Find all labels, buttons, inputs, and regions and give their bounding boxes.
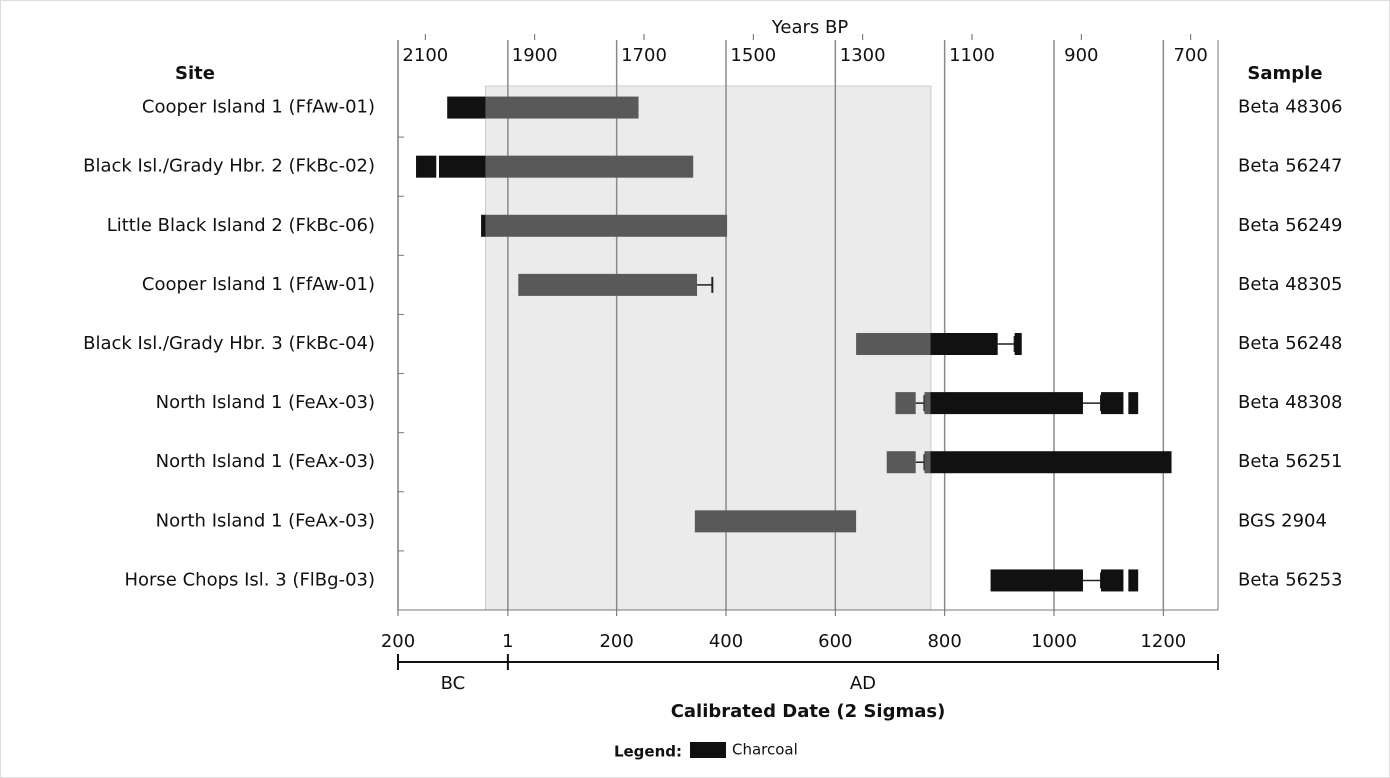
sample-label: Beta 56247: [1238, 156, 1343, 177]
site-label: Little Black Island 2 (FkBc-06): [107, 215, 375, 236]
legend-swatch: [690, 742, 726, 758]
sample-label: Beta 56251: [1238, 451, 1343, 472]
site-header: Site: [175, 63, 215, 84]
bar: [485, 96, 639, 119]
legend-title: Legend:: [614, 743, 682, 761]
x2-tick-label: 900: [1064, 45, 1098, 66]
charcoal-bar: [930, 451, 1172, 474]
x-title: Calibrated Date (2 Sigmas): [671, 701, 946, 722]
bar: [886, 451, 916, 474]
bar: [518, 273, 698, 296]
x-tick-label: 200: [599, 631, 633, 652]
sample-label: Beta 48305: [1238, 274, 1343, 295]
x2-tick-label: 2100: [402, 45, 448, 66]
bar: [485, 155, 694, 178]
x2-tick-label: 1300: [840, 45, 886, 66]
bar: [856, 333, 931, 355]
charcoal-bar: [1128, 569, 1139, 592]
bar: [895, 392, 916, 415]
x-tick-label: 800: [927, 631, 961, 652]
x2-tick-label: 1700: [621, 45, 667, 66]
x-tick-label: 1: [502, 631, 513, 652]
x-tick-label: 600: [818, 631, 852, 652]
x2-title: Years BP: [771, 17, 849, 38]
bar: [694, 510, 857, 533]
x2-tick-label: 1500: [730, 45, 776, 66]
sample-label: Beta 56249: [1238, 215, 1343, 236]
site-label: North Island 1 (FeAx-03): [156, 510, 375, 531]
site-label: North Island 1 (FeAx-03): [156, 451, 375, 472]
charcoal-bar: [930, 333, 998, 355]
era-label: BC: [441, 673, 466, 694]
bar: [485, 214, 728, 237]
charcoal-bar: [1014, 333, 1022, 355]
charcoal-bar: [416, 155, 437, 178]
era-label: AD: [850, 673, 876, 694]
x2-tick-label: 1900: [512, 45, 558, 66]
x-tick-label: 1200: [1140, 631, 1186, 652]
charcoal-bar: [439, 155, 486, 178]
charcoal-bar: [1101, 392, 1124, 415]
x2-tick-label: 700: [1173, 45, 1207, 66]
bar: [924, 392, 931, 415]
sample-label: BGS 2904: [1238, 510, 1327, 531]
x-tick-label: 400: [709, 631, 743, 652]
charcoal-bar: [930, 392, 1083, 415]
charcoal-bar: [481, 214, 486, 237]
sample-label: Beta 56253: [1238, 569, 1343, 590]
sample-header: Sample: [1247, 63, 1322, 84]
site-label: Horse Chops Isl. 3 (FlBg-03): [124, 569, 375, 590]
x-tick-label: 1000: [1031, 631, 1077, 652]
charcoal-bar: [990, 569, 1083, 592]
sample-label: Beta 48306: [1238, 97, 1343, 118]
x-tick-label: 200: [381, 631, 415, 652]
charcoal-bar: [1101, 569, 1124, 592]
site-label: North Island 1 (FeAx-03): [156, 392, 375, 413]
site-label: Cooper Island 1 (FfAw-01): [142, 97, 375, 118]
bar: [924, 451, 931, 474]
x2-tick-label: 1100: [949, 45, 995, 66]
charcoal-bar: [1128, 392, 1139, 415]
sample-label: Beta 56248: [1238, 333, 1343, 354]
site-label: Cooper Island 1 (FfAw-01): [142, 274, 375, 295]
charcoal-bar: [447, 96, 486, 119]
legend-label: Charcoal: [732, 741, 798, 759]
sample-label: Beta 48308: [1238, 392, 1343, 413]
site-label: Black Isl./Grady Hbr. 3 (FkBc-04): [83, 333, 375, 354]
site-label: Black Isl./Grady Hbr. 2 (FkBc-02): [83, 156, 375, 177]
